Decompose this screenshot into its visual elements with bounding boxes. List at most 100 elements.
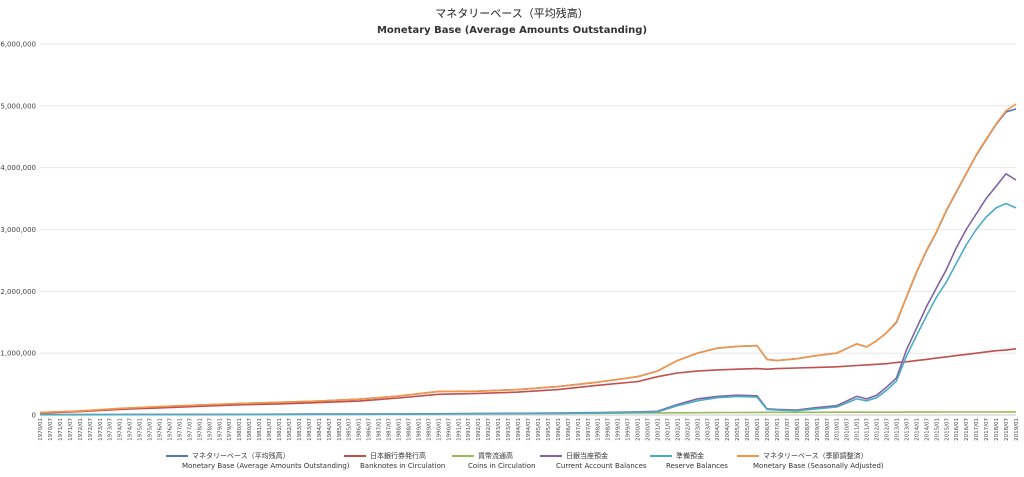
x-tick-label: 1992/01 <box>476 418 482 441</box>
x-tick-label: 1977/07 <box>187 418 193 441</box>
x-tick-label: 1987/01 <box>377 418 383 441</box>
legend-label-en: Banknotes in Circulation <box>360 462 445 470</box>
gridlines <box>40 43 1016 416</box>
x-tick-label: 2000/07 <box>646 418 652 441</box>
x-tick-label: 1991/07 <box>466 418 472 441</box>
chart-subtitle: Monetary Base (Average Amounts Outstandi… <box>377 25 647 36</box>
x-axis: 1970/01 1970/07 1971/01 1971/07 1972/01 1972/… <box>38 418 1020 441</box>
x-tick-label: 2004/01 <box>715 418 721 441</box>
x-tick-label: 1998/01 <box>596 418 602 441</box>
x-tick-label: 2014/07 <box>924 418 930 441</box>
y-tick-label: 0 <box>32 412 36 420</box>
x-tick-label: 2013/07 <box>904 418 910 441</box>
x-tick-label: 1979/01 <box>217 418 223 441</box>
x-tick-label: 1995/01 <box>536 418 542 441</box>
x-tick-label: 2010/01 <box>835 418 841 441</box>
legend-label: 日本銀行券発行高 <box>370 451 426 460</box>
y-axis: 0 1,000,000 2,000,000 3,000,000 4,000,000 5,0… <box>0 41 36 420</box>
legend-label: 準備預金 <box>676 451 704 460</box>
x-tick-label: 1981/01 <box>257 418 263 441</box>
x-tick-label: 2007/07 <box>785 418 791 441</box>
x-tick-label: 1993/07 <box>506 418 512 441</box>
x-tick-label: 2008/07 <box>805 418 811 441</box>
x-tick-label: 2002/01 <box>675 418 681 441</box>
x-tick-label: 2018/07 <box>1004 418 1010 441</box>
x-tick-label: 2003/07 <box>705 418 711 441</box>
legend-label-en: Current Account Balances <box>556 462 647 470</box>
legend-label-en: Monetary Base (Seasonally Adjusted) <box>753 462 884 470</box>
x-tick-label: 1980/01 <box>237 418 243 441</box>
x-tick-label: 1993/01 <box>496 418 502 441</box>
x-tick-label: 2003/01 <box>695 418 701 441</box>
x-tick-label: 1997/07 <box>586 418 592 441</box>
x-tick-label: 1974/07 <box>128 418 134 441</box>
x-tick-label: 2012/07 <box>885 418 891 441</box>
x-tick-label: 1970/01 <box>38 418 44 441</box>
x-tick-label: 1995/07 <box>546 418 552 441</box>
x-tick-label: 1984/01 <box>317 418 323 441</box>
x-tick-label: 1992/07 <box>486 418 492 441</box>
x-tick-label: 1971/07 <box>68 418 74 441</box>
x-tick-label: 1976/07 <box>167 418 173 441</box>
y-tick-label: 6,000,000 <box>0 41 36 49</box>
x-tick-label: 1978/01 <box>197 418 203 441</box>
x-tick-label: 1972/01 <box>78 418 84 441</box>
series-line-5 <box>40 202 1017 416</box>
series-line-6 <box>39 103 1017 414</box>
x-tick-label: 1980/07 <box>247 418 253 441</box>
x-tick-label: 1994/07 <box>526 418 532 441</box>
x-tick-label: 2004/07 <box>725 418 731 441</box>
x-tick-label: 1996/07 <box>566 418 572 441</box>
x-tick-label: 1978/07 <box>207 418 213 441</box>
x-tick-label: 1972/07 <box>88 418 94 441</box>
x-tick-label: 2000/01 <box>636 418 642 441</box>
x-tick-label: 2012/01 <box>875 418 881 441</box>
x-tick-label: 1971/01 <box>58 418 64 441</box>
x-tick-label: 2008/01 <box>795 418 801 441</box>
legend-label: マネタリーベース（平均残高） <box>192 451 290 460</box>
x-tick-label: 1982/07 <box>287 418 293 441</box>
x-tick-label: 2018/01 <box>994 418 1000 441</box>
x-tick-label: 1988/07 <box>406 418 412 441</box>
y-tick-label: 3,000,000 <box>0 226 36 234</box>
series-line-4 <box>40 173 1017 416</box>
x-tick-label: 2011/01 <box>855 418 861 441</box>
x-tick-label: 1990/01 <box>436 418 442 441</box>
legend-label: 貨幣流通高 <box>478 451 513 460</box>
x-tick-label: 1994/01 <box>516 418 522 441</box>
x-tick-label: 1981/07 <box>267 418 273 441</box>
legend-label-en: Reserve Balances <box>666 462 728 470</box>
x-tick-label: 2015/01 <box>934 418 940 441</box>
x-tick-label: 1974/01 <box>118 418 124 441</box>
x-tick-label: 1997/01 <box>576 418 582 441</box>
x-tick-label: 1987/07 <box>387 418 393 441</box>
x-tick-label: 1985/01 <box>337 418 343 441</box>
x-tick-label: 2010/07 <box>845 418 851 441</box>
x-tick-label: 1979/07 <box>227 418 233 441</box>
x-tick-label: 1998/07 <box>606 418 612 441</box>
x-tick-label: 1977/01 <box>177 418 183 441</box>
x-tick-label: 1983/01 <box>297 418 303 441</box>
x-tick-label: 2009/01 <box>815 418 821 441</box>
x-tick-label: 1986/01 <box>357 418 363 441</box>
legend-label: 日銀当座預金 <box>566 451 608 460</box>
x-tick-label: 2005/07 <box>745 418 751 441</box>
x-tick-label: 2011/07 <box>865 418 871 441</box>
x-tick-label: 2016/07 <box>964 418 970 441</box>
x-tick-label: 1985/07 <box>347 418 353 441</box>
series-line-2 <box>39 348 1017 414</box>
legend-label-en: Monetary Base (Average Amounts Outstandi… <box>182 462 350 470</box>
x-tick-label: 2014/01 <box>914 418 920 441</box>
x-tick-label: 1975/07 <box>148 418 154 441</box>
x-tick-label: 2017/01 <box>974 418 980 441</box>
x-tick-label: 2001/07 <box>665 418 671 441</box>
x-tick-label: 1982/01 <box>277 418 283 441</box>
legend-label-en: Coins in Circulation <box>468 462 536 470</box>
x-tick-label: 1999/07 <box>626 418 632 441</box>
x-tick-label: 1976/01 <box>158 418 164 441</box>
x-tick-label: 2019/01 <box>1014 418 1020 441</box>
x-tick-label: 2016/01 <box>954 418 960 441</box>
x-tick-label: 2002/07 <box>685 418 691 441</box>
y-tick-label: 4,000,000 <box>0 164 36 172</box>
